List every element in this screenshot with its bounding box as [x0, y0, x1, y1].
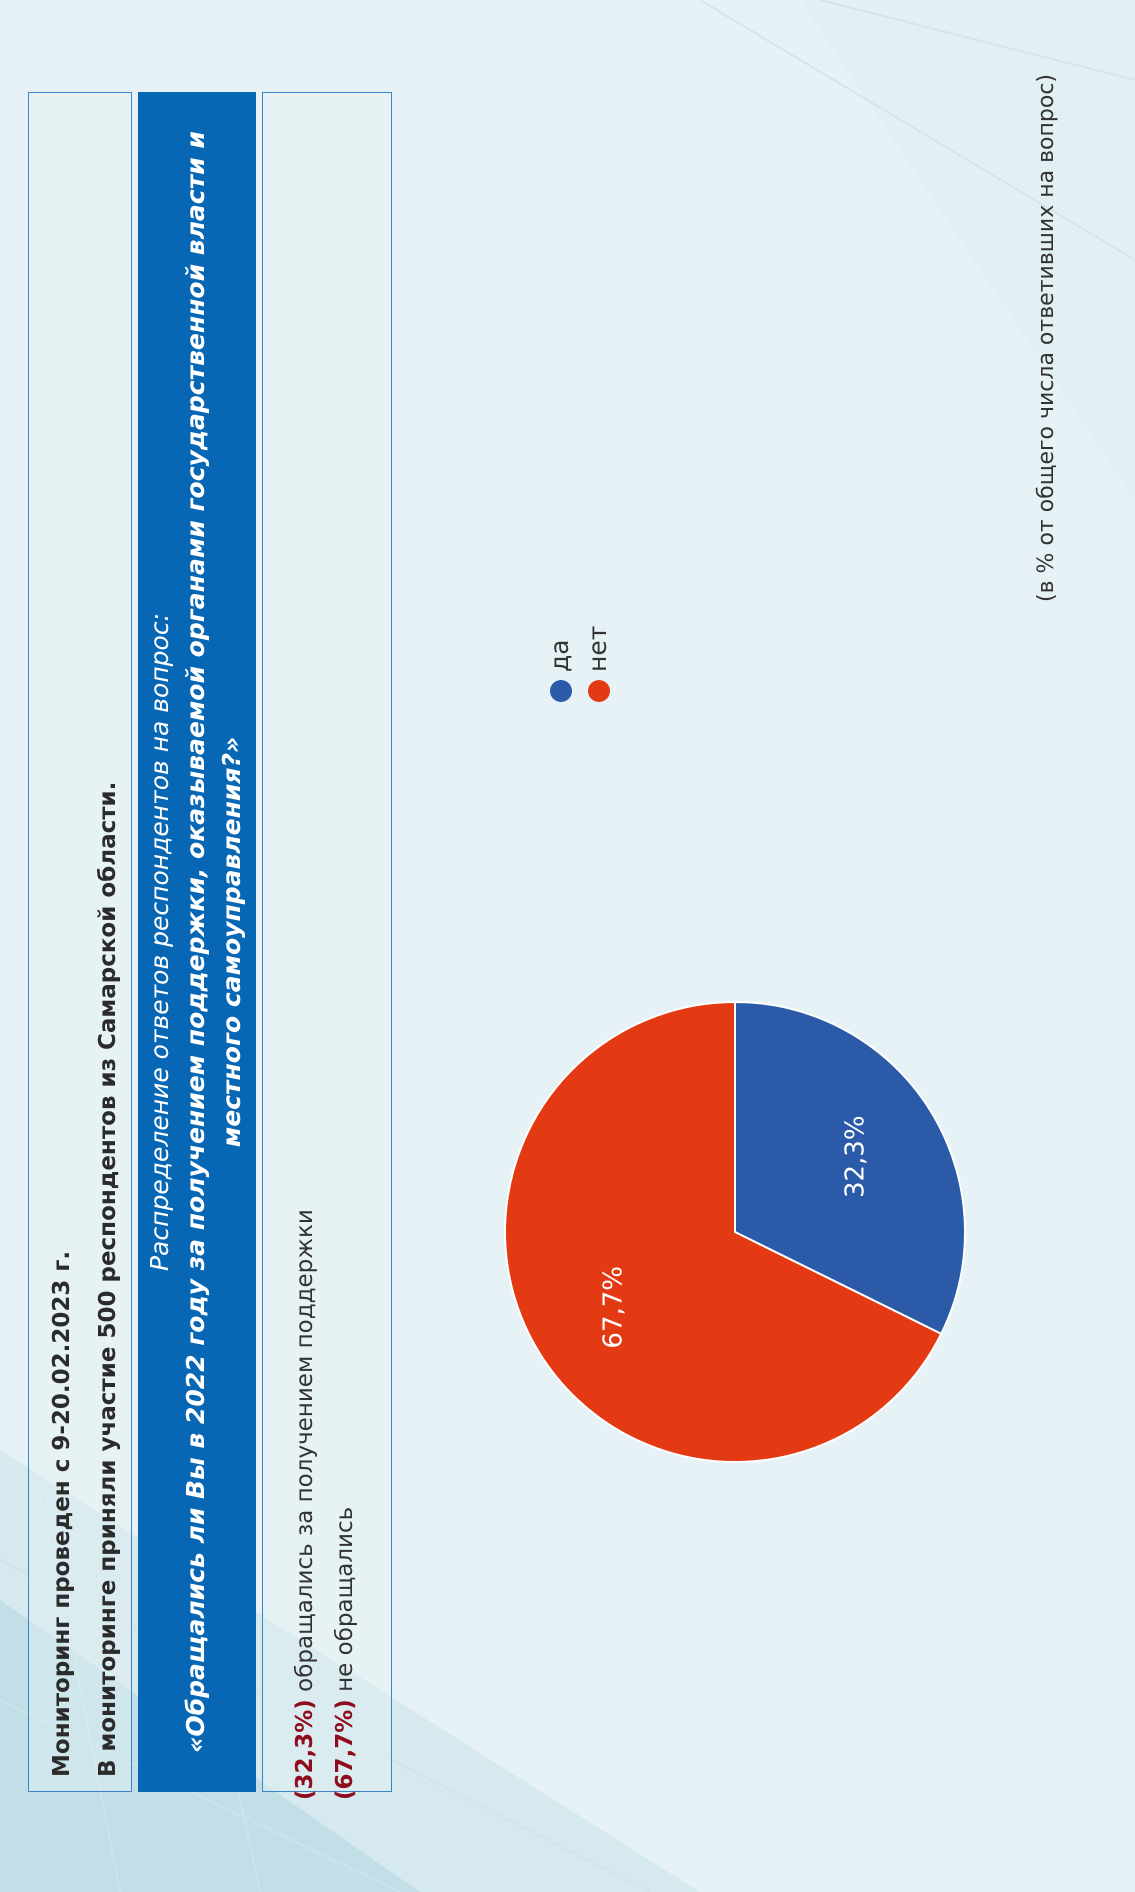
- pie-slice-1: [504, 1000, 943, 1463]
- pie-label-0: 32,3%: [841, 1115, 871, 1198]
- source-note: (в % от общего числа ответивших на вопро…: [1034, 74, 1059, 602]
- legend-item-yes: да: [545, 639, 574, 702]
- pie-slice-0: [734, 1000, 966, 1336]
- legend-swatch-no: [588, 680, 610, 702]
- legend-label-yes: да: [545, 639, 574, 672]
- pie-label-1: 67,7%: [598, 1266, 628, 1349]
- legend-label-no: нет: [583, 625, 612, 672]
- legend-item-no: нет: [583, 626, 612, 702]
- legend-swatch-yes: [550, 680, 572, 702]
